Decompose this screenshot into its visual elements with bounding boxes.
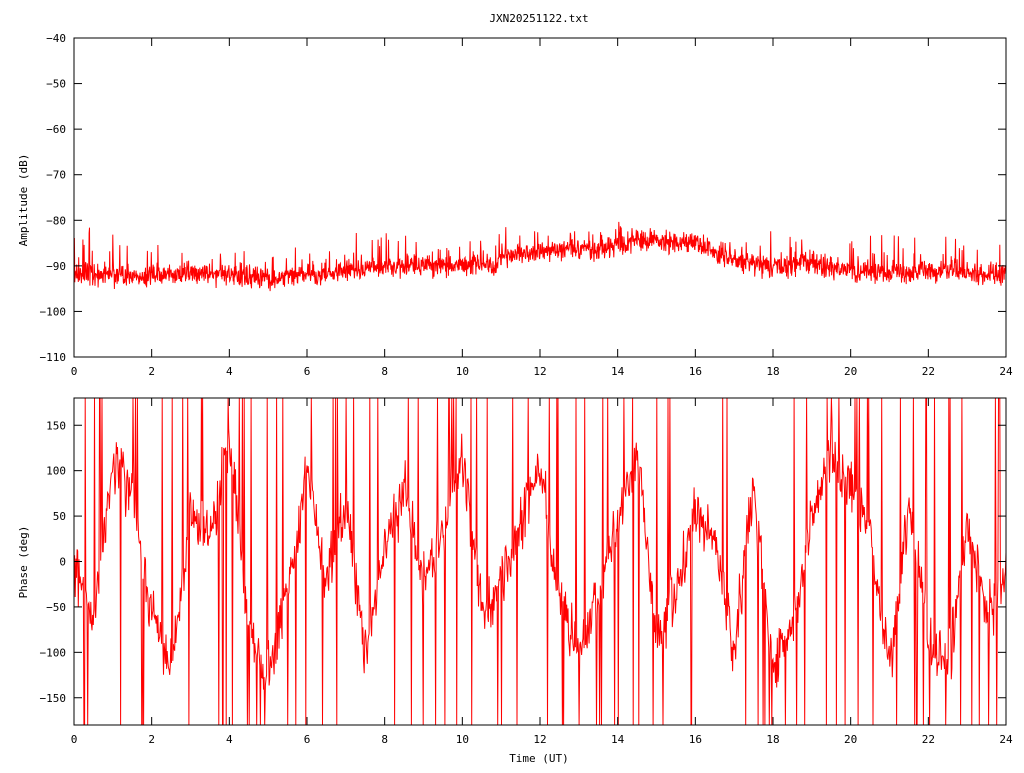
amplitude-x-tick-label: 4 <box>226 365 233 378</box>
phase-x-tick-label: 2 <box>148 733 155 746</box>
phase-x-tick-label: 10 <box>456 733 469 746</box>
phase-x-ticks: 0 2 4 6 8 10 12 14 16 18 20 22 24 <box>71 398 1013 746</box>
phase-y-tick-label: 100 <box>46 465 66 478</box>
amplitude-y-tick-label: −90 <box>46 260 66 273</box>
phase-x-tick-label: 22 <box>922 733 935 746</box>
phase-x-tick-label: 6 <box>304 733 311 746</box>
phase-trace <box>73 397 1007 726</box>
phase-x-tick-label: 8 <box>381 733 388 746</box>
chart-title: JXN20251122.txt <box>489 12 588 25</box>
amplitude-x-tick-label: 18 <box>766 365 779 378</box>
x-axis-label: Time (UT) <box>509 752 569 765</box>
amplitude-x-tick-label: 14 <box>611 365 625 378</box>
amplitude-x-tick-label: 20 <box>844 365 857 378</box>
amplitude-x-tick-label: 16 <box>689 365 702 378</box>
amplitude-y-tick-label: −40 <box>46 32 66 45</box>
amplitude-x-tick-label: 6 <box>304 365 311 378</box>
amplitude-x-tick-label: 8 <box>381 365 388 378</box>
amplitude-y-tick-label: −100 <box>40 305 67 318</box>
phase-series <box>73 397 1007 726</box>
phase-y-tick-label: −50 <box>46 601 66 614</box>
amplitude-x-tick-label: 24 <box>999 365 1013 378</box>
phase-y-tick-label: 150 <box>46 419 66 432</box>
amplitude-y-tick-label: −50 <box>46 78 66 91</box>
phase-x-tick-label: 12 <box>533 733 546 746</box>
amplitude-x-tick-label: 22 <box>922 365 935 378</box>
amplitude-panel: −40−50−60−70−80−90−100−110 0 2 4 6 8 10 12 14 16… <box>17 32 1013 378</box>
phase-x-tick-label: 14 <box>611 733 625 746</box>
amplitude-x-ticks: 0 2 4 6 8 10 12 14 16 18 20 22 24 <box>71 38 1013 378</box>
amplitude-trace <box>73 221 1007 292</box>
phase-y-ticks: 150 100 50 0 −50 −100 −150 <box>40 419 1006 705</box>
amplitude-x-tick-label: 0 <box>71 365 78 378</box>
amplitude-x-tick-label: 10 <box>456 365 469 378</box>
amplitude-y-tick-label: −80 <box>46 214 66 227</box>
amplitude-y-tick-label: −70 <box>46 169 66 182</box>
phase-y-tick-label: −100 <box>40 646 67 659</box>
amplitude-y-tick-label: −110 <box>40 351 67 364</box>
phase-x-tick-label: 18 <box>766 733 779 746</box>
phase-y-tick-label: −150 <box>40 692 67 705</box>
amplitude-y-tick-label: −60 <box>46 123 66 136</box>
phase-y-tick-label: 0 <box>59 556 66 569</box>
phase-y-tick-label: 50 <box>53 510 66 523</box>
phase-x-tick-label: 16 <box>689 733 702 746</box>
amplitude-y-ticks: −40 −50 −60 −70 −80 −90 −100 −110 <box>40 32 1006 364</box>
amplitude-x-tick-label: 2 <box>148 365 155 378</box>
amplitude-x-tick-label: 12 <box>533 365 546 378</box>
phase-x-tick-label: 0 <box>71 733 78 746</box>
phase-y-axis-label: Phase (deg) <box>17 526 30 599</box>
phase-x-tick-label: 4 <box>226 733 233 746</box>
amplitude-series <box>73 221 1007 292</box>
amplitude-y-axis-label: Amplitude (dB) <box>17 154 30 247</box>
phase-x-tick-label: 24 <box>999 733 1013 746</box>
phase-x-tick-label: 20 <box>844 733 857 746</box>
